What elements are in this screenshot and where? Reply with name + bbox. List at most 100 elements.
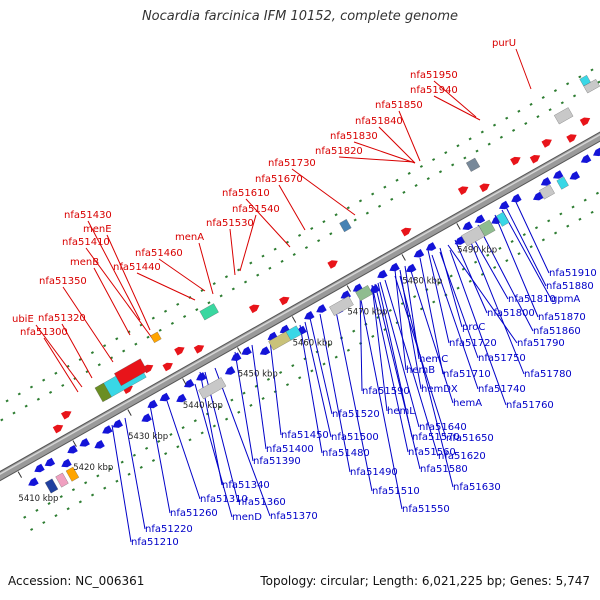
- reverse-leader-line: [371, 284, 409, 453]
- tick-mark: [36, 397, 40, 401]
- backbone-highlight: [0, 133, 600, 475]
- tick-mark: [419, 164, 423, 168]
- reverse-leader-line: [514, 199, 550, 274]
- tick-mark: [249, 261, 253, 265]
- forward-gene-arrow: [174, 346, 185, 356]
- scale-tick: [237, 347, 242, 354]
- tick-mark: [231, 287, 235, 291]
- reverse-gene-label: nfa51510: [372, 486, 420, 497]
- feature-block: [539, 184, 555, 200]
- tick-mark: [218, 405, 222, 409]
- reverse-leader-line: [469, 239, 525, 375]
- reverse-gene-arrow: [462, 221, 473, 230]
- feature-block: [339, 218, 352, 233]
- tick-mark: [193, 419, 197, 423]
- tick-mark: [120, 460, 124, 464]
- tick-mark: [553, 89, 558, 93]
- reverse-gene-label: nfa51630: [453, 482, 501, 493]
- tick-mark: [310, 369, 314, 373]
- reverse-leader-line: [194, 383, 233, 518]
- reverse-gene-label: nfa51790: [517, 338, 565, 349]
- tick-mark: [127, 472, 131, 476]
- feature-block: [285, 325, 302, 341]
- tick-mark: [493, 265, 497, 269]
- tick-mark: [261, 396, 265, 400]
- reverse-gene-label: nfa51310: [200, 494, 248, 505]
- tick-mark: [473, 260, 478, 264]
- forward-leader-line: [353, 141, 416, 164]
- forward-gene-label: nfa51410: [62, 237, 110, 248]
- reverse-leader-line: [394, 269, 407, 371]
- reverse-gene-label: nfa51340: [222, 480, 270, 491]
- tick-mark: [219, 294, 223, 298]
- tick-mark: [486, 253, 490, 257]
- tick-mark: [17, 392, 21, 396]
- forward-gene-arrow: [529, 155, 541, 164]
- tick-mark: [456, 144, 460, 148]
- reverse-leader-line: [469, 231, 509, 300]
- reverse-gene-label: nfa51810: [508, 294, 556, 305]
- genes-value: 5,747: [555, 574, 590, 588]
- tick-mark: [243, 280, 248, 284]
- tick-mark: [66, 507, 70, 511]
- reverse-gene-arrow: [533, 191, 544, 201]
- reverse-leader-line: [419, 257, 444, 375]
- reverse-leader-line: [214, 367, 271, 517]
- forward-leader-line: [198, 242, 214, 295]
- reverse-leader-line: [409, 267, 454, 404]
- tick-mark: [237, 268, 241, 272]
- reverse-leader-line: [359, 289, 363, 392]
- forward-gene-arrow: [162, 362, 173, 372]
- tick-mark: [90, 493, 95, 497]
- reverse-gene-label: nfa51620: [438, 451, 486, 462]
- reverse-leader-line: [299, 324, 323, 454]
- reverse-gene-label: hemDX: [421, 384, 458, 395]
- reverse-gene-label: hemB: [406, 365, 435, 376]
- tick-mark: [268, 266, 272, 270]
- forward-gene-arrow: [52, 424, 64, 434]
- forward-gene-label: nfa51350: [39, 276, 87, 287]
- tick-mark: [273, 247, 277, 251]
- genes-label: Genes:: [509, 574, 552, 588]
- tick-mark: [438, 170, 443, 174]
- reverse-leader-line: [379, 281, 420, 428]
- reverse-gene-arrow: [553, 170, 564, 179]
- tick-mark: [279, 371, 283, 374]
- tick-mark: [256, 273, 260, 277]
- reverse-gene-label: nfa51860: [533, 326, 581, 337]
- tick-mark: [5, 399, 9, 403]
- reverse-gene-label: nfa51520: [332, 409, 380, 420]
- reverse-gene-arrow: [159, 392, 170, 402]
- reverse-leader-line: [447, 244, 518, 344]
- feature-block: [114, 358, 148, 386]
- reverse-gene-label: nfa51590: [362, 386, 410, 397]
- reverse-gene-label: nfa51750: [478, 353, 526, 364]
- tick-mark: [329, 232, 333, 236]
- forward-gene-label: purU: [492, 38, 516, 49]
- tick-mark: [176, 302, 180, 306]
- reverse-gene-arrow: [593, 147, 600, 157]
- tick-mark: [42, 521, 46, 525]
- reverse-gene-label: nfa51740: [478, 384, 526, 395]
- tick-mark: [492, 123, 497, 127]
- tick-mark: [432, 300, 436, 304]
- forward-leader-line: [245, 198, 291, 248]
- tick-mark: [590, 68, 594, 72]
- reverse-gene-arrow: [94, 440, 105, 449]
- reverse-gene-arrow: [196, 372, 207, 381]
- reverse-gene-label: hemL: [387, 406, 415, 417]
- tick-mark: [553, 231, 558, 235]
- tick-mark: [158, 328, 162, 332]
- tick-mark: [524, 121, 528, 125]
- scale-tick: [17, 471, 23, 478]
- reverse-gene-arrow: [176, 393, 187, 403]
- tick-mark: [322, 220, 326, 224]
- reverse-leader-line: [374, 283, 421, 470]
- tick-mark: [498, 246, 502, 250]
- reverse-gene-arrow: [474, 214, 486, 224]
- reverse-gene-arrow: [580, 154, 592, 163]
- tick-mark: [254, 384, 258, 388]
- forward-leader-line: [35, 324, 83, 388]
- forward-gene-label: nfa51830: [330, 131, 378, 142]
